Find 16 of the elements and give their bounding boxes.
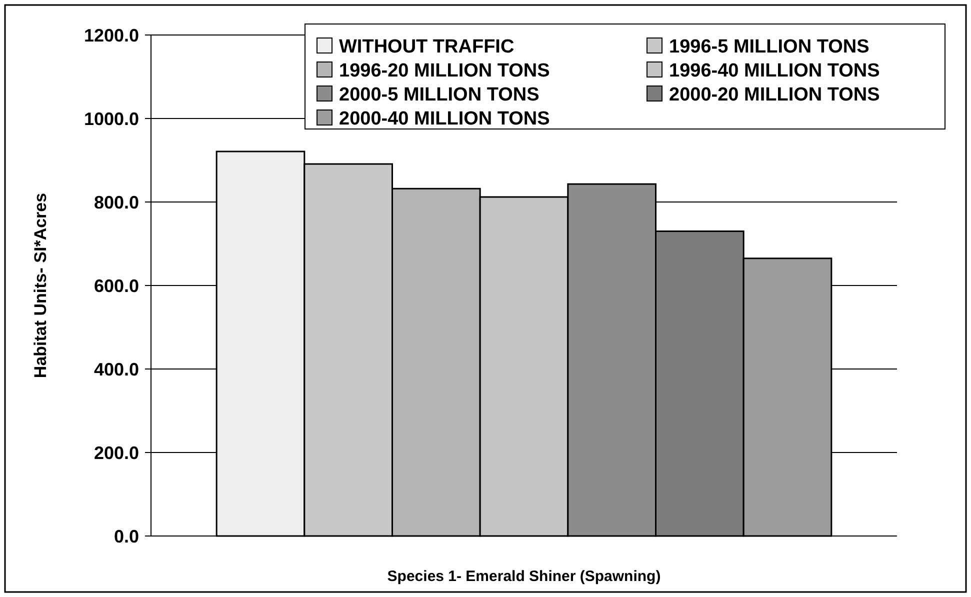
y-tick-label: 400.0 <box>94 359 139 380</box>
y-tick-label: 200.0 <box>94 442 139 463</box>
y-tick-label: 800.0 <box>94 192 139 212</box>
legend-label: 2000-20 MILLION TONS <box>669 84 880 106</box>
legend-label: 1996-20 MILLION TONS <box>339 60 550 82</box>
x-axis-title: Species 1- Emerald Shiner (Spawning) <box>387 568 661 585</box>
legend-label: 2000-40 MILLION TONS <box>339 108 550 130</box>
legend-label: 1996-5 MILLION TONS <box>669 36 870 58</box>
y-tick-label: 600.0 <box>94 276 139 296</box>
y-axis-title: Habitat Units- SI*Acres <box>31 192 50 378</box>
legend-label: 2000-5 MILLION TONS <box>339 84 540 106</box>
legend-label: 1996-40 MILLION TONS <box>669 60 880 82</box>
y-tick-label: 1000.0 <box>84 108 139 129</box>
y-tick-label: 0.0 <box>114 526 139 546</box>
y-tick-label: 1200.0 <box>84 25 139 46</box>
legend-label: WITHOUT TRAFFIC <box>339 36 514 58</box>
